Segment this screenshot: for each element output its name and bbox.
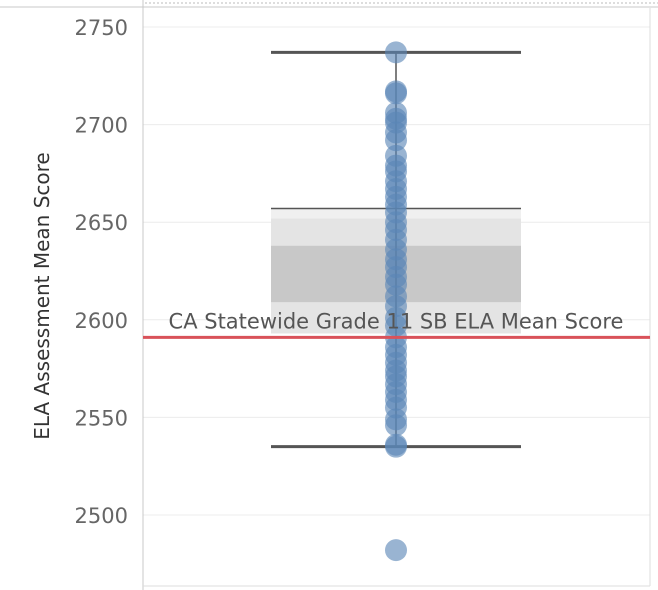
y-tick-label: 2550 <box>75 406 128 430</box>
reference-line-label: CA Statewide Grade 11 SB ELA Mean Score <box>169 309 624 333</box>
y-tick-label: 2750 <box>75 16 128 40</box>
y-axis-title: ELA Assessment Mean Score <box>30 152 54 439</box>
y-tick-label: 2500 <box>75 504 128 528</box>
y-tick-label: 2700 <box>75 114 128 138</box>
data-point <box>385 414 407 437</box>
data-point <box>385 82 407 105</box>
y-axis-ticks: 2500 2550 2600 2650 2700 2750 <box>75 16 128 528</box>
data-point <box>385 435 407 458</box>
y-tick-label: 2650 <box>75 211 128 235</box>
data-points <box>385 41 407 562</box>
data-point <box>385 129 407 152</box>
y-tick-label: 2600 <box>75 309 128 333</box>
data-point <box>385 41 407 64</box>
data-point <box>385 539 407 562</box>
